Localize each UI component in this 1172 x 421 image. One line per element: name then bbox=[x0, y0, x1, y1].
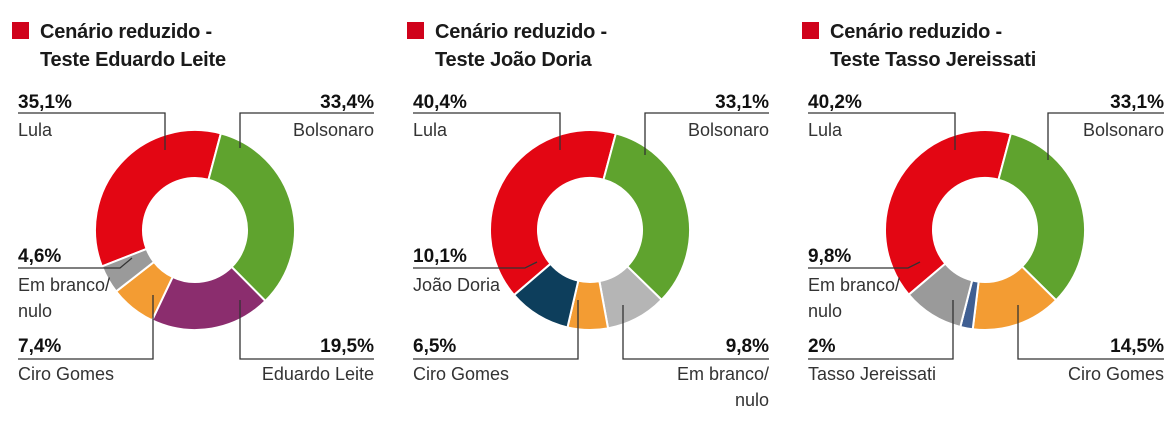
donut-slice-em-branco-nulo bbox=[907, 262, 974, 329]
leader-line-eduardo-leite bbox=[239, 300, 374, 360]
leader-line-ciro-gomes bbox=[1017, 305, 1164, 360]
leader-line-bolsonaro bbox=[644, 112, 769, 155]
label-eduardo-leite: Eduardo Leite bbox=[261, 364, 374, 384]
chart-title: Cenário reduzido - Teste Tasso Jereissat… bbox=[830, 21, 1037, 71]
chart-panel-eduardo-leite: Cenário reduzido - Teste Eduardo Leite 3… bbox=[0, 0, 380, 421]
donut-chart bbox=[808, 112, 1164, 360]
label-ciro-gomes: Ciro Gomes bbox=[1067, 364, 1164, 384]
pct-em-branco: 9,8% bbox=[808, 246, 852, 267]
pct-em-branco: 4,6% bbox=[18, 246, 62, 267]
label-em-branco: Em branco/ nulo bbox=[18, 275, 111, 321]
leader-line-bolsonaro bbox=[239, 112, 374, 148]
title-marker bbox=[407, 22, 424, 39]
label-em-branco: Em branco/ nulo bbox=[808, 275, 901, 321]
chart-panel-tasso-jereissati: Cenário reduzido - Teste Tasso Jereissat… bbox=[790, 0, 1170, 421]
donut-slice-bolsonaro bbox=[207, 132, 296, 303]
label-joao-doria: João Doria bbox=[413, 275, 501, 295]
leader-line-lula bbox=[808, 112, 956, 150]
pct-ciro-gomes: 7,4% bbox=[18, 336, 62, 357]
leader-line-ciro-gomes bbox=[413, 300, 579, 360]
chart-title: Cenário reduzido - Teste Eduardo Leite bbox=[40, 21, 226, 71]
label-bolsonaro: Bolsonaro bbox=[1082, 120, 1164, 140]
pct-lula: 40,2% bbox=[808, 92, 862, 113]
pct-bolsonaro: 33,4% bbox=[320, 92, 374, 113]
pct-lula: 35,1% bbox=[18, 92, 72, 113]
chart-panel-joao-doria: Cenário reduzido - Teste João Doria 40,4… bbox=[395, 0, 775, 421]
pct-lula: 40,4% bbox=[413, 92, 467, 113]
label-ciro-gomes: Ciro Gomes bbox=[18, 364, 115, 384]
leader-line-em-branco-nulo bbox=[808, 261, 921, 269]
title-marker bbox=[802, 22, 819, 39]
leader-line-jo-o-doria bbox=[413, 261, 538, 269]
label-lula: Lula bbox=[413, 120, 448, 140]
pct-tasso-jereissati: 2% bbox=[808, 336, 836, 357]
donut-slice-lula bbox=[489, 129, 618, 297]
leader-line-lula bbox=[18, 112, 166, 150]
pct-bolsonaro: 33,1% bbox=[715, 92, 769, 113]
label-em-branco: Em branco/ nulo bbox=[676, 364, 769, 410]
pct-em-branco: 9,8% bbox=[725, 336, 769, 357]
label-bolsonaro: Bolsonaro bbox=[292, 120, 374, 140]
pct-bolsonaro: 33,1% bbox=[1110, 92, 1164, 113]
donut-slice-lula bbox=[884, 129, 1013, 297]
pct-joao-doria: 10,1% bbox=[413, 246, 467, 267]
label-bolsonaro: Bolsonaro bbox=[687, 120, 769, 140]
donut-chart bbox=[413, 112, 769, 360]
leader-line-ciro-gomes bbox=[18, 295, 154, 360]
title-marker bbox=[12, 22, 29, 39]
label-lula: Lula bbox=[18, 120, 53, 140]
pct-ciro-gomes: 6,5% bbox=[413, 336, 457, 357]
leader-line-em-branco-nulo bbox=[18, 257, 133, 269]
donut-slice-em-branco-nulo bbox=[100, 247, 156, 293]
pct-ciro-gomes: 14,5% bbox=[1110, 336, 1164, 357]
donut-slice-jo-o-doria bbox=[512, 262, 580, 329]
donut-slice-bolsonaro bbox=[602, 132, 691, 302]
label-tasso-jereissati: Tasso Jereissati bbox=[808, 364, 937, 384]
donut-slice-lula bbox=[94, 129, 223, 268]
pct-eduardo-leite: 19,5% bbox=[320, 336, 374, 357]
label-lula: Lula bbox=[808, 120, 843, 140]
leader-line-tasso-jereissati bbox=[808, 300, 954, 360]
donut-slice-bolsonaro bbox=[997, 132, 1086, 302]
chart-title: Cenário reduzido - Teste João Doria bbox=[435, 21, 607, 71]
leader-line-bolsonaro bbox=[1047, 112, 1164, 160]
donut-chart bbox=[18, 112, 374, 360]
leader-line-lula bbox=[413, 112, 561, 150]
label-ciro-gomes: Ciro Gomes bbox=[413, 364, 510, 384]
leader-line-em-branco-nulo bbox=[622, 305, 769, 360]
